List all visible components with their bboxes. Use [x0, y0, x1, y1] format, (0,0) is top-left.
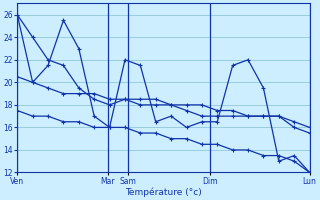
- X-axis label: Température (°c): Température (°c): [125, 187, 202, 197]
